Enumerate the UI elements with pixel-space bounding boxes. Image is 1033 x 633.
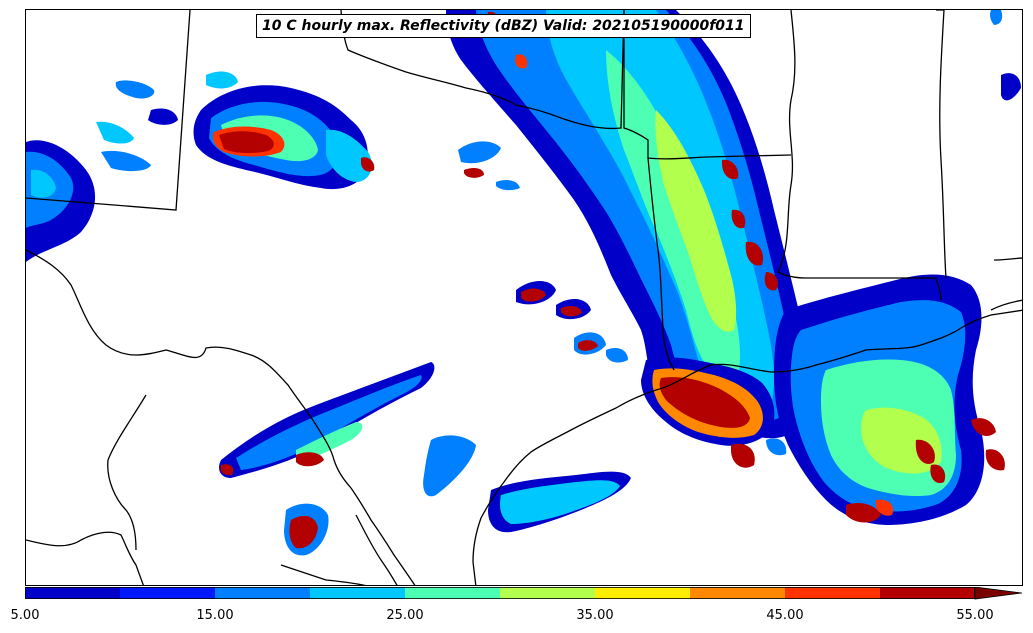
colorbar-extend-arrow: [974, 587, 1023, 600]
colorbar-tick-label: 35.00: [576, 608, 614, 623]
colorbar-segment: [690, 587, 786, 599]
colorbar-tick-label: 55.00: [956, 608, 994, 623]
map-boundaries: [26, 10, 1022, 585]
echo-line-central: [446, 10, 816, 439]
colorbar-segment: [405, 587, 501, 599]
colorbar: [25, 587, 1023, 600]
echo-cluster-coast: [641, 357, 775, 446]
echo-cells-small: [458, 10, 1021, 468]
colorbar-tick-label: 45.00: [766, 608, 804, 623]
map-panel: [25, 9, 1023, 586]
echo-cluster-northwest: [26, 71, 375, 262]
colorbar-segment: [25, 587, 121, 599]
colorbar-segment: [595, 587, 691, 599]
map-title-box: 10 C hourly max. Reflectivity (dBZ) Vali…: [256, 14, 751, 38]
colorbar-segment: [880, 587, 976, 599]
colorbar-segment: [310, 587, 406, 599]
colorbar-segment: [120, 587, 216, 599]
colorbar-segment: [785, 587, 881, 599]
colorbar-segment: [215, 587, 311, 599]
reflectivity-echoes: [26, 10, 1021, 556]
reflectivity-map: [26, 10, 1022, 585]
colorbar-tick-label: 5.00: [10, 608, 40, 623]
colorbar-tick-label: 15.00: [196, 608, 234, 623]
echo-bands-central: [219, 362, 631, 556]
colorbar-segment: [500, 587, 596, 599]
map-title: 10 C hourly max. Reflectivity (dBZ) Vali…: [262, 18, 745, 34]
echo-cluster-louisiana: [774, 274, 1005, 525]
colorbar-tick-label: 25.00: [386, 608, 424, 623]
